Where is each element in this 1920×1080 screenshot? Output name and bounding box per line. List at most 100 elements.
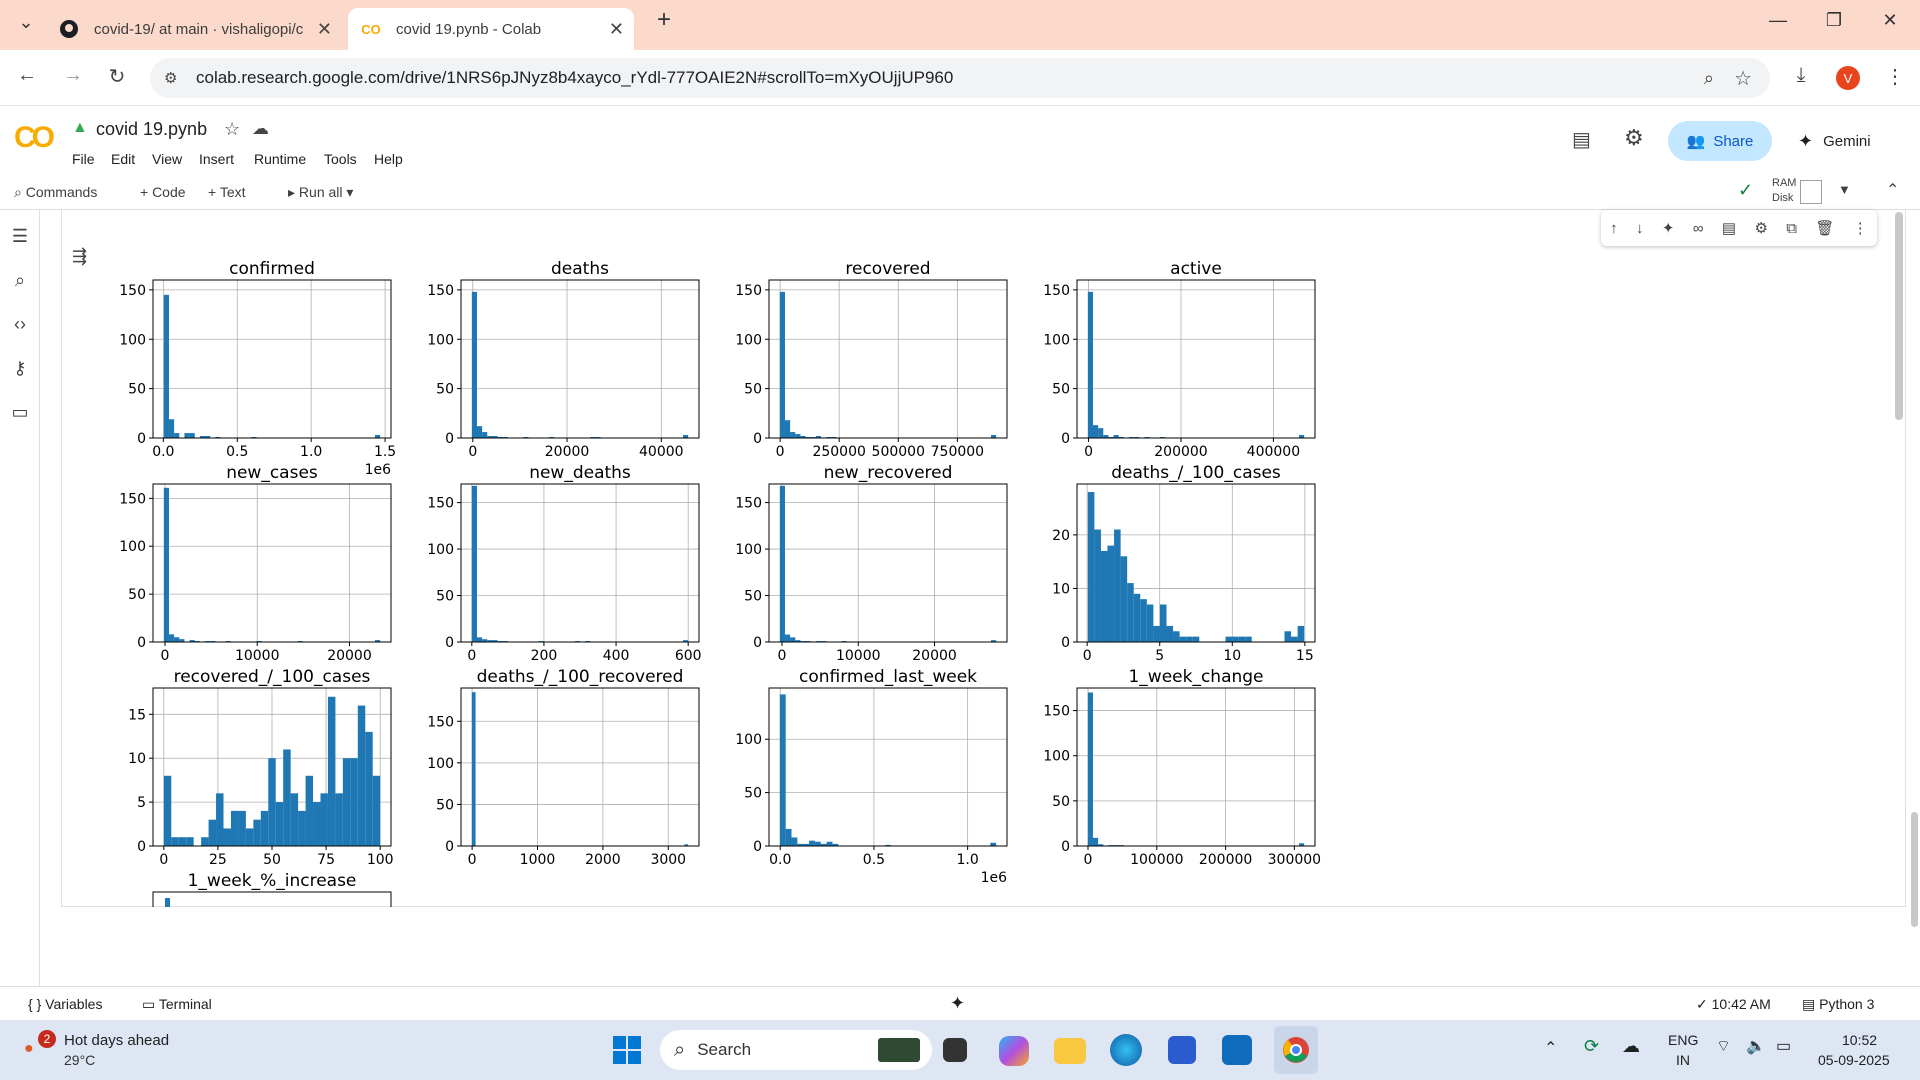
weather-widget[interactable]: ● 2 Hot days ahead 29°C <box>24 1030 204 1072</box>
language-bottom[interactable]: IN <box>1676 1052 1690 1068</box>
zoom-icon[interactable]: ⌕ <box>1703 67 1714 88</box>
variables-button[interactable]: { } Variables <box>28 996 103 1012</box>
x-tick-label: 2000 <box>585 852 621 868</box>
chevron-up-icon[interactable]: ⌃ <box>1544 1040 1558 1057</box>
back-icon[interactable]: ← <box>17 64 37 86</box>
settings-gear-icon[interactable]: ⚙ <box>1754 220 1768 237</box>
menu-edit[interactable]: Edit <box>111 151 136 167</box>
cloud-icon[interactable]: ☁ <box>1622 1036 1640 1056</box>
address-bar: ← → ↻ ⚙ colab.research.google.com/drive/… <box>0 50 1920 106</box>
comment-icon[interactable]: ▤ <box>1721 220 1737 237</box>
link-icon[interactable]: ∞ <box>1692 219 1704 237</box>
wifi-icon[interactable]: ⌔ <box>1716 1038 1732 1055</box>
menu-runtime[interactable]: Runtime <box>254 151 307 167</box>
browser-menu-icon[interactable]: ⋮ <box>1885 66 1905 88</box>
execution-status[interactable]: ✓ 10:42 AM <box>1696 996 1771 1012</box>
sync-icon[interactable]: ⟳ <box>1584 1036 1600 1056</box>
site-info-icon[interactable]: ⚙ <box>164 70 178 87</box>
close-window-icon[interactable]: ✕ <box>1882 10 1898 30</box>
notebook-title[interactable]: covid 19.pynb <box>96 119 208 139</box>
taskbar-search[interactable]: ⌕ Search <box>660 1030 932 1070</box>
tab-label: covid-19/ at main · vishaligopi/c <box>94 20 304 38</box>
more-icon[interactable]: ⋮ <box>1852 220 1868 237</box>
new-tab-icon[interactable]: + <box>656 6 671 33</box>
delete-icon[interactable]: 🗑 <box>1815 220 1835 237</box>
terminal-button[interactable]: ▭ Terminal <box>142 996 212 1012</box>
github-icon <box>58 18 80 40</box>
share-button[interactable]: 👥 Share <box>1668 121 1772 161</box>
histogram-bar <box>990 842 997 846</box>
histogram-bar <box>1098 428 1104 438</box>
commands-button[interactable]: ⌕ Commands <box>14 184 98 200</box>
url-input[interactable]: ⚙ colab.research.google.com/drive/1NRS6p… <box>150 58 1770 98</box>
histogram-bar <box>1284 631 1292 642</box>
volume-icon[interactable]: 🔈 <box>1746 1038 1766 1055</box>
battery-icon[interactable]: ▭ <box>1776 1038 1792 1055</box>
connected-check-icon: ✓ <box>1738 180 1754 200</box>
move-down-icon[interactable]: ↓ <box>1636 219 1644 237</box>
edge-icon[interactable] <box>1110 1034 1142 1066</box>
star-icon[interactable]: ☆ <box>224 119 241 139</box>
close-icon[interactable]: ✕ <box>316 18 332 39</box>
histogram-bar <box>179 639 185 642</box>
find-icon[interactable]: ⌕ <box>14 270 26 290</box>
chrome-icon[interactable] <box>1274 1026 1318 1074</box>
copilot-icon[interactable] <box>999 1036 1029 1066</box>
reload-icon[interactable]: ↻ <box>108 66 126 88</box>
profile-avatar[interactable]: V <box>1836 66 1860 90</box>
run-all-button[interactable]: ▸ Run all ▾ <box>288 184 354 200</box>
minimize-icon[interactable]: — <box>1769 10 1787 30</box>
menu-insert[interactable]: Insert <box>199 151 235 167</box>
menu-tools[interactable]: Tools <box>324 151 357 167</box>
windows-start-icon[interactable] <box>609 1032 645 1068</box>
gemini-sparkle-icon[interactable]: ✦ <box>950 993 966 1013</box>
language-top[interactable]: ENG <box>1668 1032 1699 1048</box>
panel-frame <box>152 891 392 907</box>
download-icon[interactable]: ⤓ <box>1796 64 1806 86</box>
file-explorer-icon[interactable] <box>1054 1038 1086 1064</box>
menu-view[interactable]: View <box>152 151 183 167</box>
page-scrollbar[interactable] <box>1911 812 1918 927</box>
bookmark-star-icon[interactable]: ☆ <box>1734 67 1752 90</box>
histogram-bar <box>684 844 689 846</box>
comment-icon[interactable]: ▤ <box>1572 129 1591 151</box>
chevron-down-icon[interactable]: ▼ <box>1838 182 1851 197</box>
cell-scrollbar[interactable] <box>1895 212 1903 420</box>
disk-label[interactable]: Disk <box>1772 192 1794 204</box>
task-view-icon[interactable] <box>943 1038 967 1062</box>
mirror-icon[interactable]: ⧉ <box>1786 219 1797 237</box>
restore-icon[interactable]: ❐ <box>1825 10 1843 30</box>
menu-help[interactable]: Help <box>374 151 403 167</box>
move-up-icon[interactable]: ↑ <box>1610 219 1618 237</box>
histogram-panel: new_deaths 0 200 400 600 0 50 100 150 <box>427 463 701 664</box>
menu-file[interactable]: File <box>72 151 95 167</box>
y-tick-label: 50 <box>744 589 762 605</box>
tab-colab[interactable]: CO covid 19.pynb - Colab ✕ <box>348 8 634 50</box>
tab-search-icon[interactable]: ⌄ <box>18 12 34 32</box>
files-folder-icon[interactable]: ▭ <box>11 402 29 422</box>
ram-label[interactable]: RAM <box>1772 177 1797 189</box>
output-toggle-icon[interactable]: ⇶ <box>72 246 88 266</box>
settings-gear-icon[interactable]: ⚙ <box>1624 125 1644 150</box>
collapse-icon[interactable]: ⌃ <box>1886 182 1900 199</box>
close-icon[interactable]: ✕ <box>608 18 624 39</box>
add-code-button[interactable]: + Code <box>140 184 186 200</box>
cloud-icon[interactable]: ☁ <box>252 119 269 138</box>
kernel-status[interactable]: ▤ Python 3 <box>1802 996 1875 1012</box>
forward-icon[interactable]: → <box>63 64 83 86</box>
tab-github[interactable]: covid-19/ at main · vishaligopi/c ✕ <box>46 8 342 50</box>
code-snippets-icon[interactable]: ‹› <box>14 314 26 334</box>
histogram-bar <box>482 639 488 642</box>
secrets-key-icon[interactable]: ⚷ <box>13 358 27 378</box>
add-text-button[interactable]: + Text <box>208 184 246 200</box>
gemini-sparkle-icon[interactable]: ✦ <box>1661 220 1675 237</box>
outlook-icon[interactable] <box>1222 1035 1252 1065</box>
clock-date[interactable]: 05-09-2025 <box>1818 1052 1890 1068</box>
clock-time[interactable]: 10:52 <box>1842 1032 1878 1048</box>
table-of-contents-icon[interactable]: ☰ <box>11 226 29 246</box>
y-tick-label: 50 <box>128 382 146 398</box>
colab-logo[interactable]: CO <box>14 121 55 154</box>
microsoft-store-icon[interactable] <box>1168 1036 1196 1064</box>
gemini-button[interactable]: ✦ Gemini <box>1798 131 1871 152</box>
histogram-bar <box>178 837 187 846</box>
